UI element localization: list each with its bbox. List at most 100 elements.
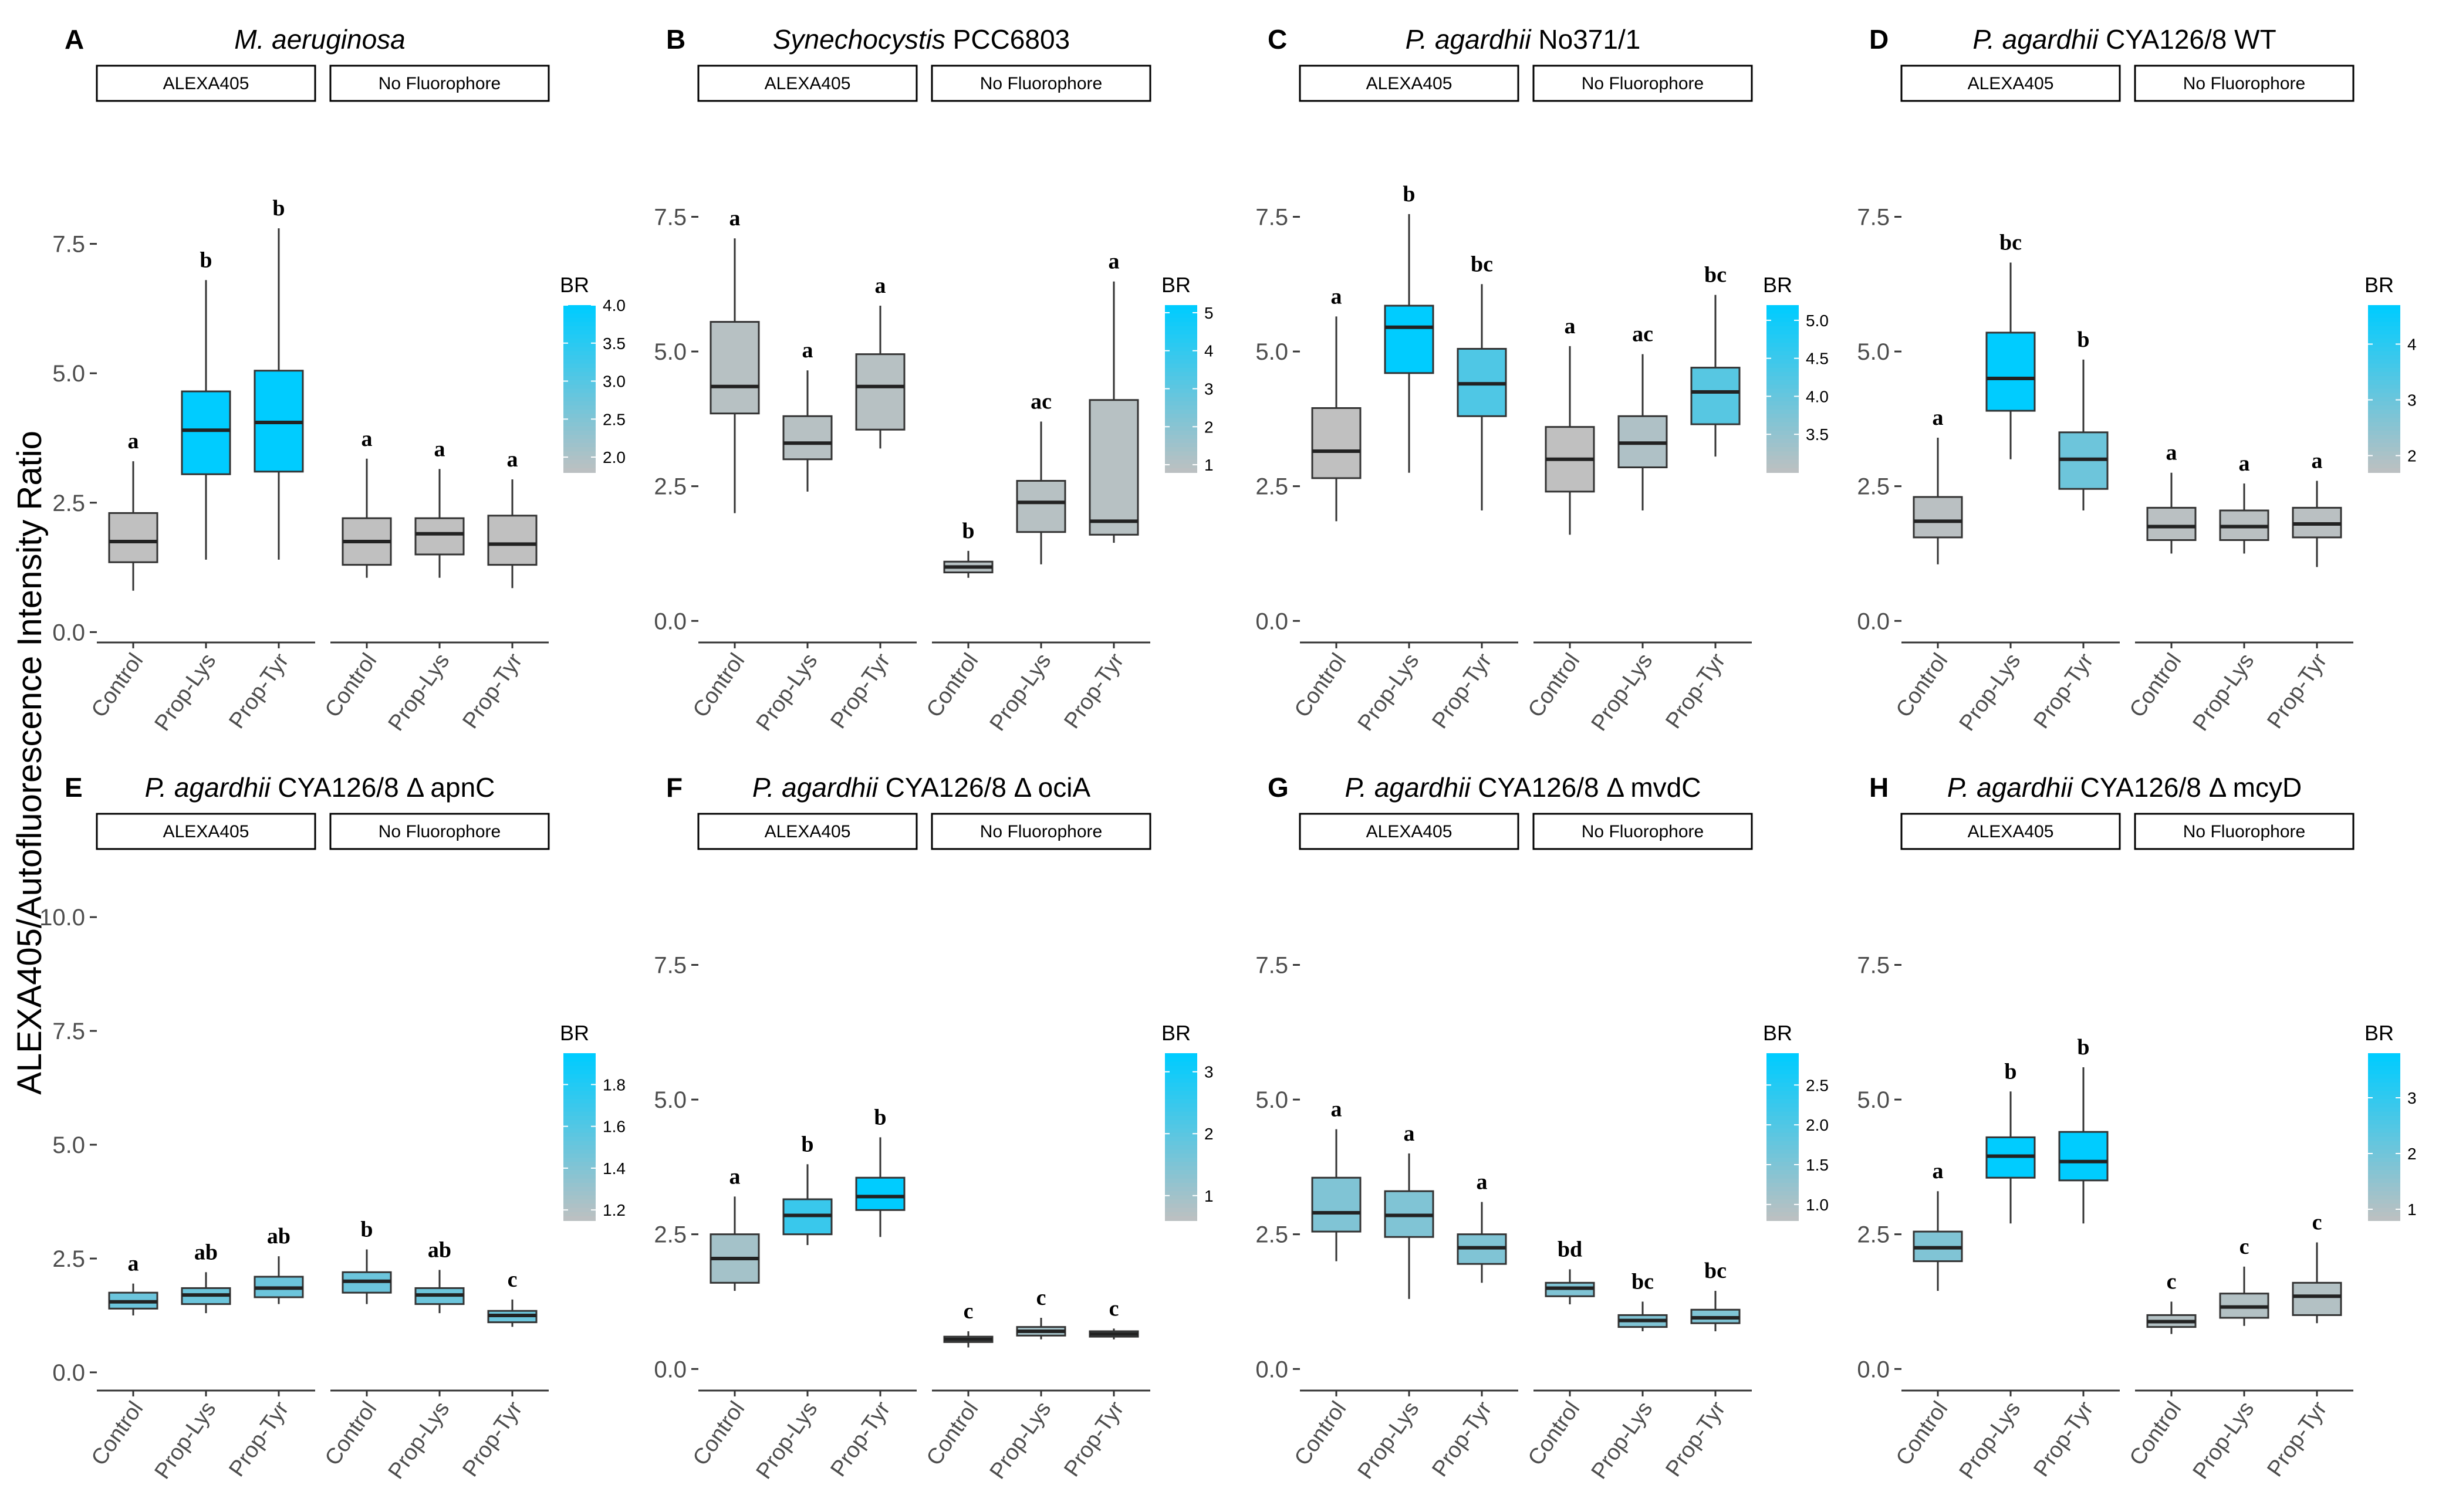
legend-gradient-step <box>2368 1166 2400 1171</box>
y-tick-label: 5.0 <box>654 1087 687 1113</box>
legend-gradient-step <box>1766 418 1799 423</box>
legend-gradient-step <box>1766 1082 1799 1087</box>
legend-gradient-step <box>2368 451 2400 456</box>
legend-gradient-step <box>1165 405 1197 411</box>
legend-gradient-step <box>1165 1132 1197 1138</box>
legend-gradient-step <box>1766 1203 1799 1209</box>
significance-letter: b <box>200 248 212 272</box>
legend-tick-label: 2.0 <box>1806 1116 1829 1134</box>
legend-tick-label: 3.5 <box>1806 425 1829 444</box>
legend-gradient-step <box>2368 359 2400 364</box>
legend-gradient-step <box>2368 1174 2400 1179</box>
legend-gradient-step <box>2368 1087 2400 1092</box>
box-body <box>1311 1176 1362 1233</box>
legend-tick-label: 1.6 <box>603 1118 626 1136</box>
legend-gradient-step <box>1165 1128 1197 1134</box>
box-body <box>2058 1131 2109 1182</box>
legend-gradient-step <box>563 1199 596 1205</box>
panel-title: P. agardhii CYA126/8 Δ apnC <box>145 772 495 803</box>
legend-gradient-step <box>1766 1053 1799 1058</box>
legend-gradient-step <box>563 426 596 431</box>
legend-gradient-step <box>1766 414 1799 419</box>
x-tick-label: Prop-Tyr <box>458 649 527 733</box>
significance-letter: ab <box>428 1237 451 1262</box>
panel-title-plain: CYA126/8 Δ mvdC <box>1471 772 1701 803</box>
legend-gradient-step <box>1766 343 1799 348</box>
legend-gradient-step <box>2368 1191 2400 1196</box>
legend-gradient-step <box>1766 1091 1799 1096</box>
legend-gradient-step <box>2368 1111 2400 1117</box>
legend-gradient-step <box>1165 1120 1197 1125</box>
box-body <box>2292 1281 2342 1316</box>
legend-gradient-step <box>1165 1124 1197 1129</box>
legend-tick-label: 1.2 <box>603 1201 626 1219</box>
legend-gradient-step <box>1766 367 1799 373</box>
legend-gradient-step <box>563 1115 596 1121</box>
y-tick-label: 5.0 <box>52 361 85 387</box>
box-body <box>1311 407 1362 479</box>
x-tick-label: Prop-Tyr <box>826 1397 895 1481</box>
box-body <box>855 1176 906 1211</box>
legend-gradient-step <box>1766 380 1799 385</box>
legend-tick-label: 3 <box>1204 380 1214 398</box>
y-tick-label: 5.0 <box>1255 339 1288 365</box>
panel-title: M. aeruginosa <box>234 24 406 55</box>
y-tick-label: 0.0 <box>654 1357 687 1382</box>
facet-strip <box>1900 65 2121 102</box>
legend-gradient-step <box>1766 443 1799 448</box>
legend-gradient-step <box>2368 1070 2400 1075</box>
legend-gradient-step <box>2368 1145 2400 1150</box>
significance-letter: a <box>434 437 445 461</box>
legend-gradient-step <box>1766 1095 1799 1100</box>
x-tick-label: Prop-Tyr <box>2029 649 2098 733</box>
legend-gradient-step <box>563 1128 596 1134</box>
legend-gradient-step <box>1766 359 1799 364</box>
y-tick-label: 0.0 <box>52 1360 85 1386</box>
legend-gradient-step <box>563 1203 596 1209</box>
legend-gradient-step <box>1165 1182 1197 1188</box>
legend-gradient-step <box>563 1107 596 1112</box>
legend-gradient-step <box>563 397 596 402</box>
legend-tick-label: 1 <box>1204 1187 1214 1205</box>
legend-gradient-step <box>2368 317 2400 323</box>
legend-gradient-step <box>1766 1141 1799 1146</box>
panel-letter: C <box>1268 24 1287 55</box>
panel-title: P. agardhii CYA126/8 WT <box>1972 24 2276 55</box>
x-tick-label: Control <box>2125 649 2187 722</box>
x-tick-label: Prop-Lys <box>384 649 455 736</box>
legend-gradient-step <box>563 1141 596 1146</box>
legend-gradient-step <box>2368 313 2400 319</box>
legend-gradient-step <box>2368 1120 2400 1125</box>
x-tick-label: Control <box>1891 1397 1953 1470</box>
legend-gradient-step <box>2368 1170 2400 1175</box>
legend-gradient-step <box>2368 367 2400 373</box>
y-tick-label: 7.5 <box>52 232 85 258</box>
facet-label: No Fluorophore <box>1582 822 1704 841</box>
significance-letter: a <box>1477 1170 1488 1195</box>
legend-gradient-step <box>2368 1212 2400 1217</box>
significance-letter: bc <box>1471 252 1493 276</box>
legend-gradient-step <box>2368 393 2400 398</box>
x-tick-label: Prop-Tyr <box>1661 649 1730 733</box>
panel-title-plain: CYA126/8 Δ mcyD <box>2073 772 2302 803</box>
legend-gradient-step <box>1165 372 1197 377</box>
legend-gradient-step <box>563 1154 596 1159</box>
legend-gradient-step <box>2368 443 2400 448</box>
box-body <box>108 512 158 563</box>
legend-gradient-step <box>2368 1158 2400 1163</box>
legend-gradient-step <box>563 451 596 456</box>
legend-gradient-step <box>563 1124 596 1129</box>
box-body <box>1690 367 1741 425</box>
legend-gradient-step <box>1165 1145 1197 1150</box>
legend-gradient-step <box>2368 1124 2400 1129</box>
legend-gradient-step <box>1165 1158 1197 1163</box>
legend-gradient-step <box>563 326 596 331</box>
legend-gradient-step <box>1766 1145 1799 1150</box>
panel-title-italic: M. aeruginosa <box>234 24 406 55</box>
legend-gradient-step <box>563 1136 596 1142</box>
legend-tick-label: 4.0 <box>1806 387 1829 405</box>
panel-letter: A <box>65 24 84 55</box>
y-tick-label: 0.0 <box>1857 608 1890 634</box>
significance-letter: a <box>729 1164 741 1189</box>
x-tick-label: Control <box>2125 1397 2187 1470</box>
